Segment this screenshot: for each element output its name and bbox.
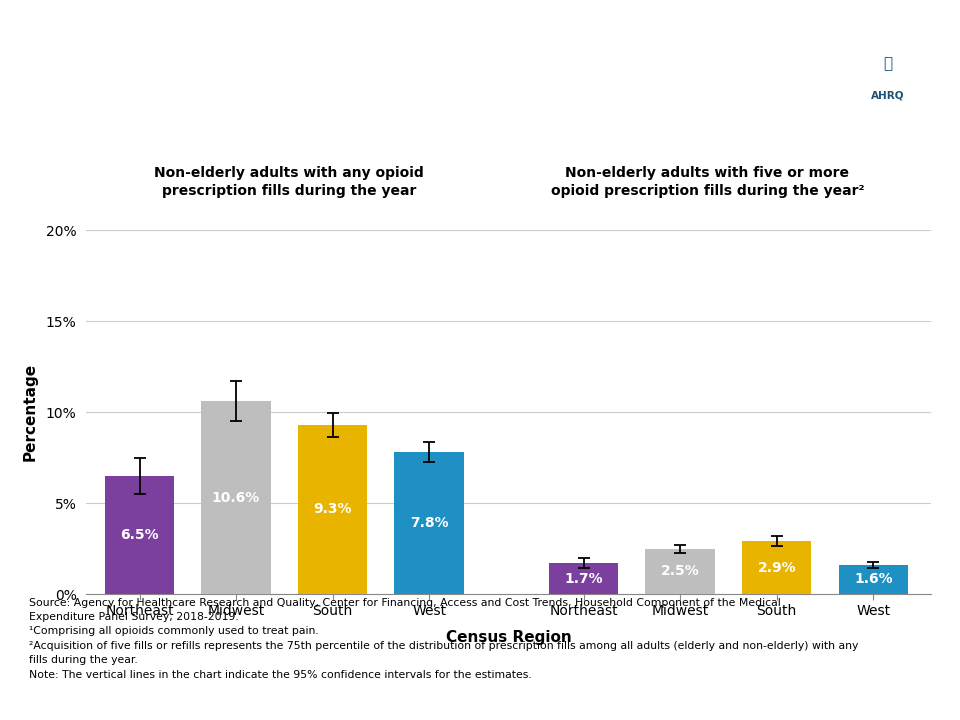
Text: Non-elderly adults with any opioid
prescription fills during the year: Non-elderly adults with any opioid presc… [155, 166, 424, 198]
Bar [549, 563, 618, 594]
Text: AHRQ: AHRQ [872, 91, 904, 101]
Text: 10.6%: 10.6% [212, 490, 260, 505]
Bar [742, 541, 811, 594]
Text: 2.9%: 2.9% [757, 561, 796, 575]
Text: 🛡: 🛡 [883, 55, 893, 71]
Circle shape [485, 14, 960, 132]
Bar [838, 565, 908, 594]
Text: 1.6%: 1.6% [854, 572, 893, 587]
Text: Source: Agency for Healthcare Research and Quality, Center for Financing, Access: Source: Agency for Healthcare Research a… [29, 598, 858, 680]
Text: 9.3%: 9.3% [313, 503, 352, 516]
Text: 7.8%: 7.8% [410, 516, 448, 530]
Text: Figure 6: Average annual percentages of non-elderly adults
who filled outpatient: Figure 6: Average annual percentages of … [90, 31, 755, 104]
Bar [395, 452, 464, 594]
Text: 6.5%: 6.5% [120, 528, 158, 542]
Bar [202, 401, 271, 594]
Text: 1.7%: 1.7% [564, 572, 603, 585]
Bar [105, 476, 175, 594]
Text: 2.5%: 2.5% [660, 564, 700, 578]
Bar [298, 425, 368, 594]
Text: Non-elderly adults with five or more
opioid prescription fills during the year²: Non-elderly adults with five or more opi… [551, 166, 864, 198]
Y-axis label: Percentage: Percentage [23, 363, 37, 462]
X-axis label: Census Region: Census Region [446, 629, 571, 644]
Bar [645, 549, 715, 594]
